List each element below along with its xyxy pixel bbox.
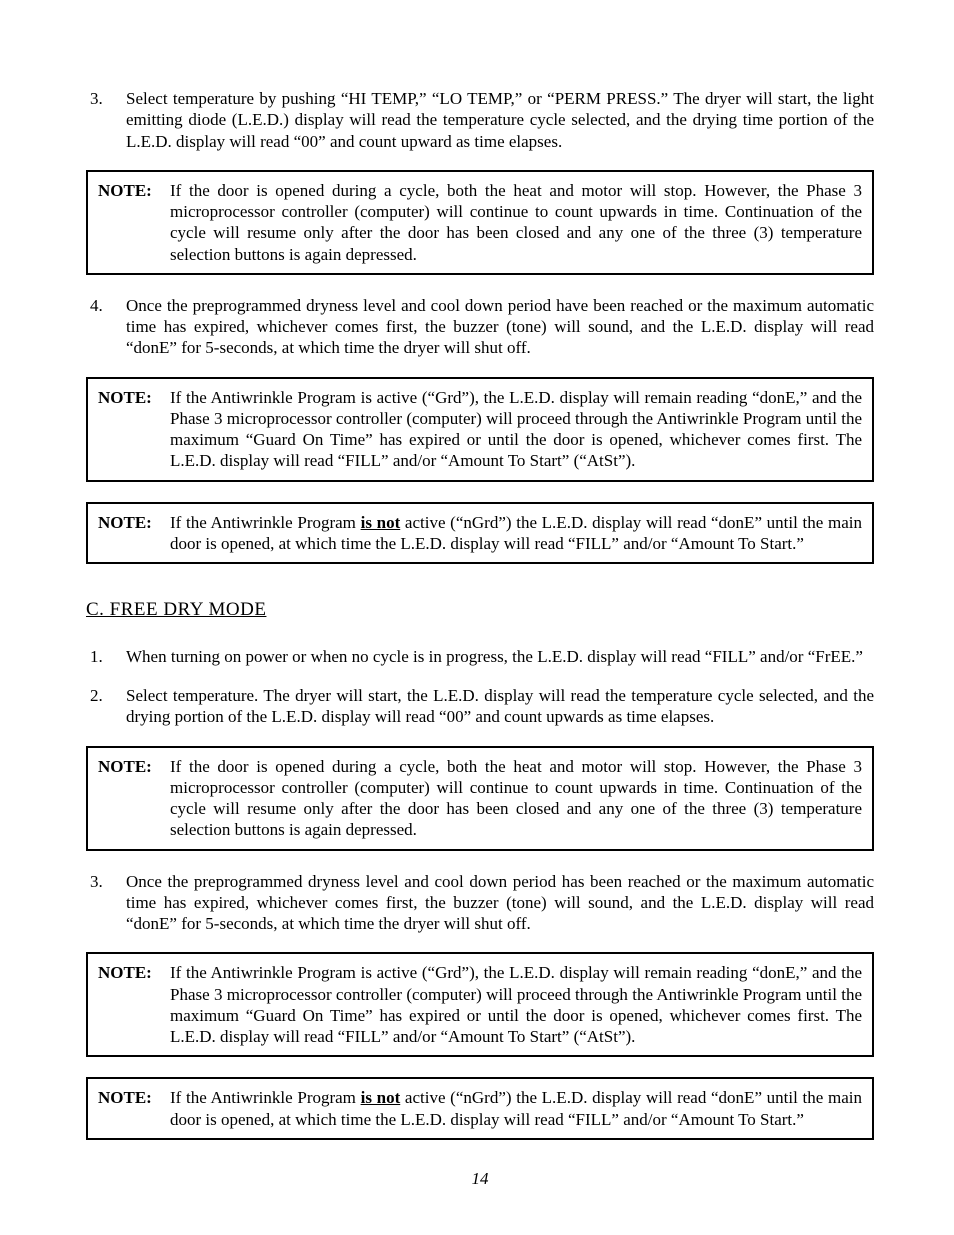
note-emph: is not (361, 1088, 401, 1107)
note-text: If the Antiwrinkle Program is active (“G… (170, 387, 862, 472)
page-number: 14 (86, 1168, 874, 1189)
note-box: NOTE: If the Antiwrinkle Program is not … (86, 502, 874, 565)
list-number: 2. (86, 685, 126, 728)
note-text: If the Antiwrinkle Program is active (“G… (170, 962, 862, 1047)
note-text: If the Antiwrinkle Program is not active… (170, 512, 862, 555)
list-number: 3. (86, 871, 126, 935)
note-box: NOTE: If the door is opened during a cyc… (86, 170, 874, 275)
note-label: NOTE: (98, 756, 170, 841)
note-label: NOTE: (98, 387, 170, 472)
section-heading: C. FREE DRY MODE (86, 598, 874, 622)
list-item: 2. Select temperature. The dryer will st… (86, 685, 874, 728)
note-text: If the door is opened during a cycle, bo… (170, 756, 862, 841)
list-text: Once the preprogrammed dryness level and… (126, 871, 874, 935)
note-box: NOTE: If the door is opened during a cyc… (86, 746, 874, 851)
note-emph: is not (361, 513, 401, 532)
note-box: NOTE: If the Antiwrinkle Program is not … (86, 1077, 874, 1140)
list-text: Once the preprogrammed dryness level and… (126, 295, 874, 359)
list-text: Select temperature by pushing “HI TEMP,”… (126, 88, 874, 152)
list-item: 3. Select temperature by pushing “HI TEM… (86, 88, 874, 152)
note-label: NOTE: (98, 512, 170, 555)
list-text: When turning on power or when no cycle i… (126, 646, 874, 667)
note-pre: If the Antiwrinkle Program (170, 1088, 361, 1107)
list-item: 4. Once the preprogrammed dryness level … (86, 295, 874, 359)
document-page: 3. Select temperature by pushing “HI TEM… (0, 0, 954, 1229)
list-number: 1. (86, 646, 126, 667)
note-label: NOTE: (98, 962, 170, 1047)
list-text: Select temperature. The dryer will start… (126, 685, 874, 728)
list-item: 3. Once the preprogrammed dryness level … (86, 871, 874, 935)
note-box: NOTE: If the Antiwrinkle Program is acti… (86, 952, 874, 1057)
note-label: NOTE: (98, 180, 170, 265)
list-item: 1. When turning on power or when no cycl… (86, 646, 874, 667)
list-number: 3. (86, 88, 126, 152)
note-text: If the door is opened during a cycle, bo… (170, 180, 862, 265)
note-pre: If the Antiwrinkle Program (170, 513, 361, 532)
note-text: If the Antiwrinkle Program is not active… (170, 1087, 862, 1130)
note-label: NOTE: (98, 1087, 170, 1130)
list-number: 4. (86, 295, 126, 359)
note-box: NOTE: If the Antiwrinkle Program is acti… (86, 377, 874, 482)
